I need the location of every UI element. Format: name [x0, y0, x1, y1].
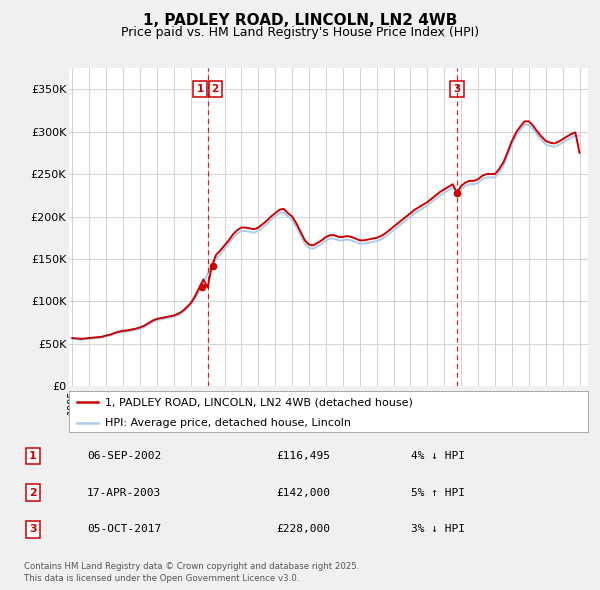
Text: 2: 2 — [212, 84, 219, 94]
Text: 17-APR-2003: 17-APR-2003 — [87, 488, 161, 497]
Text: 06-SEP-2002: 06-SEP-2002 — [87, 451, 161, 461]
Text: 3% ↓ HPI: 3% ↓ HPI — [411, 525, 465, 534]
Text: £142,000: £142,000 — [276, 488, 330, 497]
Text: HPI: Average price, detached house, Lincoln: HPI: Average price, detached house, Linc… — [106, 418, 352, 428]
Text: 3: 3 — [29, 525, 37, 534]
Text: 1, PADLEY ROAD, LINCOLN, LN2 4WB (detached house): 1, PADLEY ROAD, LINCOLN, LN2 4WB (detach… — [106, 397, 413, 407]
Text: 2: 2 — [29, 488, 37, 497]
Text: 1: 1 — [196, 84, 203, 94]
Text: Contains HM Land Registry data © Crown copyright and database right 2025.
This d: Contains HM Land Registry data © Crown c… — [24, 562, 359, 583]
Text: £228,000: £228,000 — [276, 525, 330, 534]
Text: 3: 3 — [454, 84, 461, 94]
Text: Price paid vs. HM Land Registry's House Price Index (HPI): Price paid vs. HM Land Registry's House … — [121, 26, 479, 39]
Text: 05-OCT-2017: 05-OCT-2017 — [87, 525, 161, 534]
Text: 4% ↓ HPI: 4% ↓ HPI — [411, 451, 465, 461]
Text: 1, PADLEY ROAD, LINCOLN, LN2 4WB: 1, PADLEY ROAD, LINCOLN, LN2 4WB — [143, 13, 457, 28]
Text: £116,495: £116,495 — [276, 451, 330, 461]
Text: 1: 1 — [29, 451, 37, 461]
Text: 5% ↑ HPI: 5% ↑ HPI — [411, 488, 465, 497]
